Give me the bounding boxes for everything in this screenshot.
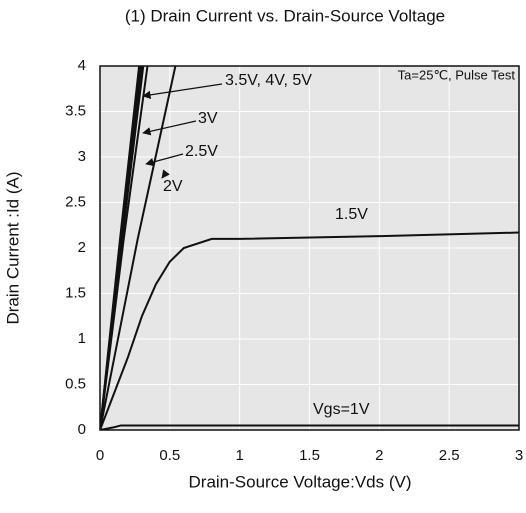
y-tick-label: 3.5 [65, 102, 86, 119]
annotation: 2.5V [185, 143, 218, 160]
series-line [100, 66, 177, 430]
x-tick-label: 0.5 [159, 447, 180, 464]
note: Ta=25℃, Pulse Test [398, 67, 516, 82]
series-line [100, 424, 519, 430]
y-tick-label: 0.5 [65, 375, 86, 392]
y-tick-label: 2.5 [65, 193, 86, 210]
leader-line [142, 83, 223, 100]
leader-line [142, 120, 197, 136]
series-line [100, 231, 519, 430]
annotation: Vgs=1V [313, 401, 370, 418]
x-axis-label: Drain-Source Voltage:Vds (V) [189, 472, 412, 491]
annotation: 3.5V, 4V, 5V [225, 72, 312, 89]
annotation: 2V [163, 178, 183, 195]
y-axis-label: Drain Current :Id (A) [3, 171, 22, 324]
x-tick-label: 1.5 [299, 447, 320, 464]
x-tick-label: 2 [375, 447, 383, 464]
y-tick-label: 1 [78, 330, 86, 347]
chart-title: (1) Drain Current vs. Drain-Source Volta… [125, 6, 445, 25]
y-tick-label: 0 [78, 421, 86, 438]
annotation: 3V [198, 110, 218, 127]
leader-line [145, 153, 184, 167]
x-tick-label: 0 [96, 447, 104, 464]
y-tick-label: 2 [78, 239, 86, 256]
x-tick-label: 1 [235, 447, 243, 464]
series-line [100, 66, 141, 430]
y-tick-label: 3 [78, 148, 86, 165]
x-tick-label: 2.5 [439, 447, 460, 464]
x-tick-label: 3 [515, 447, 523, 464]
y-tick-label: 1.5 [65, 284, 86, 301]
y-tick-label: 4 [78, 57, 86, 74]
plot-frame [99, 65, 520, 431]
annotation: 1.5V [335, 206, 368, 223]
leader-line [161, 169, 170, 179]
